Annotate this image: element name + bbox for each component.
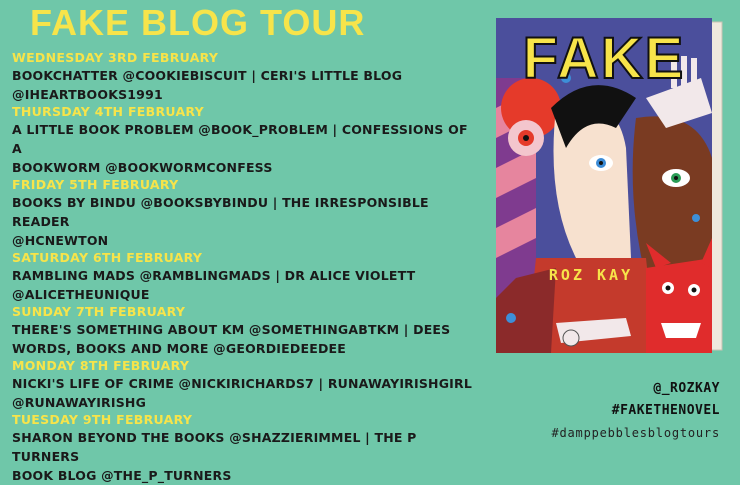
tour-title: FAKE BLOG TOUR: [30, 2, 366, 43]
book-cover: FAKE ROZ KAY: [496, 18, 724, 353]
schedule-line: RAMBLING MADS @RAMBLINGMADS | DR ALICE V…: [12, 268, 416, 283]
schedule-entry: FRIDAY 5TH FEBRUARY BOOKS BY BINDU @BOOK…: [12, 177, 482, 250]
schedule-line: @HCNEWTON: [12, 233, 109, 248]
schedule-line: @RUNAWAYIRISHG: [12, 395, 147, 410]
schedule-line: BOOK BLOG @THE_P_TURNERS: [12, 468, 232, 483]
schedule-line: WORDS, BOOKS AND MORE @GEORDIEDEEDEE: [12, 341, 347, 356]
schedule-day: WEDNESDAY 3RD FEBRUARY: [12, 50, 219, 65]
cover-title: FAKE: [523, 26, 686, 91]
schedule-day: SUNDAY 7TH FEBRUARY: [12, 304, 186, 319]
schedule-line: THERE'S SOMETHING ABOUT KM @SOMETHINGABT…: [12, 322, 451, 337]
tour-schedule: WEDNESDAY 3RD FEBRUARY BOOKCHATTER @COOK…: [12, 50, 482, 485]
schedule-entry: THURSDAY 4TH FEBRUARY A LITTLE BOOK PROB…: [12, 104, 482, 177]
schedule-line: BOOKS BY BINDU @BOOKSBYBINDU | THE IRRES…: [12, 195, 429, 229]
schedule-line: BOOKWORM @BOOKWORMCONFESS: [12, 160, 273, 175]
schedule-line: @ALICETHEUNIQUE: [12, 287, 150, 302]
schedule-day: FRIDAY 5TH FEBRUARY: [12, 177, 179, 192]
schedule-entry: TUESDAY 9TH FEBRUARY SHARON BEYOND THE B…: [12, 412, 482, 485]
author-handle: @_ROZKAY: [653, 381, 720, 396]
schedule-line: BOOKCHATTER @COOKIEBISCUIT | CERI'S LITT…: [12, 68, 403, 83]
schedule-day: SATURDAY 6TH FEBRUARY: [12, 250, 203, 265]
schedule-line: @IHEARTBOOKS1991: [12, 87, 163, 102]
tour-hashtag: #damppebblesblogtours: [551, 426, 720, 440]
schedule-day: THURSDAY 4TH FEBRUARY: [12, 104, 205, 119]
schedule-entry: MONDAY 8TH FEBRUARY NICKI'S LIFE OF CRIM…: [12, 358, 482, 412]
footer-tags: @_ROZKAY #FAKETHENOVEL #damppebblesblogt…: [551, 378, 720, 444]
schedule-line: SHARON BEYOND THE BOOKS @SHAZZIERIMMEL |…: [12, 430, 417, 464]
schedule-day: MONDAY 8TH FEBRUARY: [12, 358, 190, 373]
book-cover-illustration: FAKE ROZ KAY: [496, 18, 723, 353]
schedule-day: TUESDAY 9TH FEBRUARY: [12, 412, 193, 427]
cover-author: ROZ KAY: [549, 266, 633, 284]
hashtag: #FAKETHENOVEL: [611, 403, 720, 418]
schedule-entry: WEDNESDAY 3RD FEBRUARY BOOKCHATTER @COOK…: [12, 50, 482, 104]
schedule-entry: SUNDAY 7TH FEBRUARY THERE'S SOMETHING AB…: [12, 304, 482, 358]
schedule-line: NICKI'S LIFE OF CRIME @NICKIRICHARDS7 | …: [12, 376, 473, 391]
schedule-entry: SATURDAY 6TH FEBRUARY RAMBLING MADS @RAM…: [12, 250, 482, 304]
book-pages-edge: [710, 22, 722, 350]
schedule-line: A LITTLE BOOK PROBLEM @BOOK_PROBLEM | CO…: [12, 122, 468, 156]
